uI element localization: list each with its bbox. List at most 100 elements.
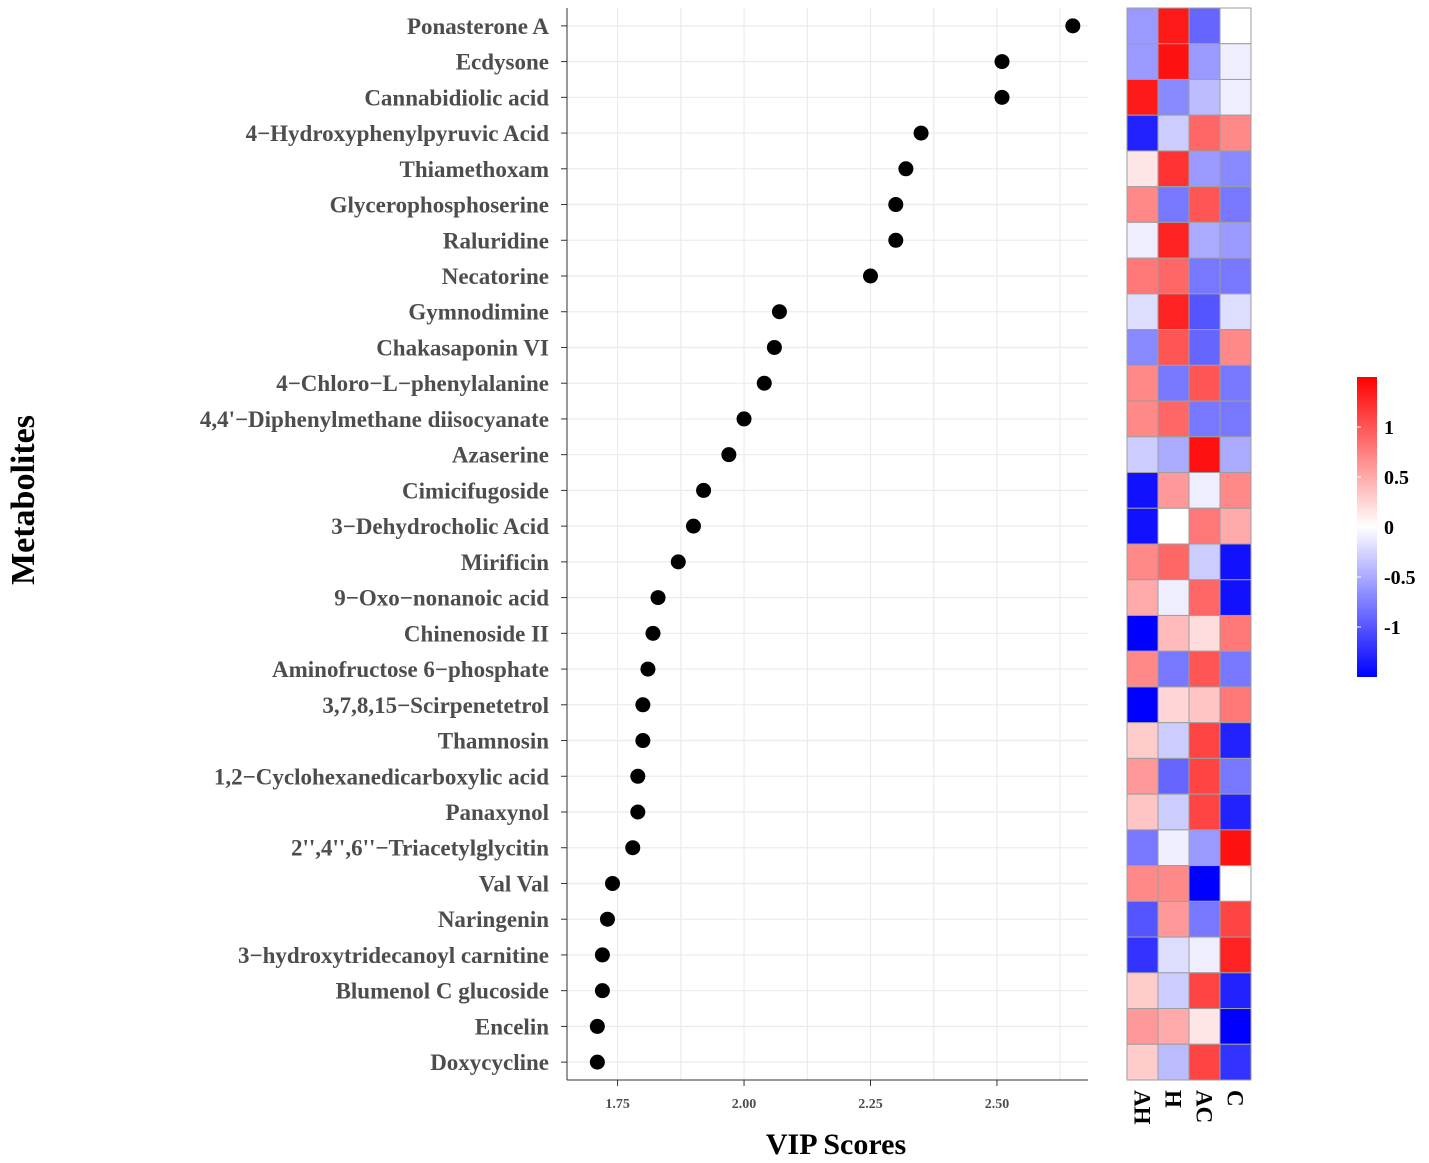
heatmap-cell bbox=[1219, 579, 1252, 616]
heatmap-cell bbox=[1157, 221, 1190, 259]
x-axis-ticks: 1.75 2.00 2.25 2.50 bbox=[605, 1080, 1009, 1112]
heatmap-cell bbox=[1126, 7, 1159, 45]
heatmap-cell bbox=[1188, 43, 1221, 80]
heatmap-cell bbox=[1219, 436, 1252, 474]
heatmap-cell bbox=[1126, 472, 1159, 509]
heatmap-cell bbox=[1188, 293, 1221, 331]
vip-scatter-panel: Ponasterone A Ecdysone Cannabidiolic acid 4… bbox=[5, 8, 1088, 1161]
color-legend-tick-label: 1 bbox=[1384, 417, 1394, 439]
heatmap-cell bbox=[1157, 1008, 1190, 1045]
heatmap-cell bbox=[1157, 614, 1190, 652]
heatmap-cell bbox=[1188, 579, 1221, 616]
metabolite-label: Cimicifugoside bbox=[402, 478, 549, 503]
metabolite-label: Aminofructose 6−phosphate bbox=[272, 657, 549, 682]
heatmap-cell bbox=[1188, 7, 1221, 45]
heatmap-cell bbox=[1188, 900, 1221, 938]
color-legend-tick-label: -0.5 bbox=[1384, 567, 1416, 589]
metabolite-label: 4−Chloro−L−phenylalanine bbox=[276, 371, 549, 396]
heatmap-cell bbox=[1188, 650, 1221, 688]
heatmap-cell bbox=[1219, 757, 1252, 795]
heatmap-cell bbox=[1126, 972, 1159, 1010]
vip-point bbox=[589, 1054, 605, 1070]
heatmap-cell bbox=[1126, 900, 1159, 938]
heatmap-cell bbox=[1188, 329, 1221, 366]
heatmap-cell bbox=[1188, 400, 1221, 438]
heatmap-cell bbox=[1188, 972, 1221, 1010]
heatmap-cell bbox=[1219, 543, 1252, 581]
heatmap-cell bbox=[1157, 579, 1190, 616]
color-legend-tick-label: 0.5 bbox=[1384, 467, 1409, 489]
vip-point bbox=[630, 768, 646, 784]
metabolite-label: Thiamethoxam bbox=[400, 157, 550, 182]
vip-point bbox=[599, 911, 615, 927]
vip-point bbox=[721, 447, 737, 463]
heatmap-cell bbox=[1126, 614, 1159, 652]
metabolite-label: Cannabidiolic acid bbox=[364, 85, 549, 110]
heatmap-cell bbox=[1157, 686, 1190, 724]
color-legend: 1 0.5 0 -0.5 -1 bbox=[1357, 377, 1416, 677]
heatmap-cell bbox=[1219, 257, 1252, 295]
heatmap-cell bbox=[1188, 614, 1221, 652]
vip-point bbox=[766, 339, 782, 355]
vip-point bbox=[756, 375, 772, 391]
metabolite-label: Necatorine bbox=[442, 264, 549, 289]
y-axis-title: Metabolites bbox=[5, 415, 42, 585]
heatmap-cell bbox=[1157, 400, 1190, 438]
heatmap-cell bbox=[1157, 722, 1190, 759]
metabolite-label: Gymnodimine bbox=[408, 300, 549, 325]
vip-point bbox=[589, 1018, 605, 1034]
metabolite-label: Naringenin bbox=[438, 907, 549, 932]
metabolite-label: 3−Dehydrocholic Acid bbox=[331, 514, 549, 539]
heatmap-cell bbox=[1219, 722, 1252, 759]
heatmap-cell bbox=[1157, 650, 1190, 688]
heatmap-cell bbox=[1219, 1008, 1252, 1045]
heatmap-cell bbox=[1188, 722, 1221, 759]
heatmap-cell bbox=[1188, 507, 1221, 545]
metabolite-label: Chakasaponin VI bbox=[376, 335, 549, 360]
heatmap-cell bbox=[1188, 114, 1221, 152]
heatmap-cell bbox=[1157, 829, 1190, 867]
heatmap-cell bbox=[1219, 293, 1252, 331]
heatmap-cell bbox=[1157, 472, 1190, 509]
metabolite-label: Ponasterone A bbox=[407, 14, 549, 39]
heatmap-cell bbox=[1157, 865, 1190, 902]
vip-point bbox=[594, 947, 610, 963]
heatmap-cell bbox=[1157, 257, 1190, 295]
heatmap-column-label: C bbox=[1223, 1090, 1248, 1107]
vip-point bbox=[635, 697, 651, 713]
vip-point bbox=[594, 983, 610, 999]
heatmap-cell bbox=[1188, 686, 1221, 724]
heatmap-cell bbox=[1157, 1043, 1190, 1081]
heatmap-cell bbox=[1126, 757, 1159, 795]
heatmap-cell bbox=[1219, 114, 1252, 152]
x-tick-label: 2.25 bbox=[858, 1097, 883, 1112]
heatmap-cell bbox=[1126, 579, 1159, 616]
heatmap-cell bbox=[1126, 722, 1159, 759]
vip-point bbox=[736, 411, 752, 427]
heatmap-cell bbox=[1126, 650, 1159, 688]
heatmap-cell bbox=[1126, 150, 1159, 188]
heatmap-cell bbox=[1126, 436, 1159, 474]
heatmap-cell bbox=[1126, 543, 1159, 581]
metabolite-label: 3,7,8,15−Scirpenetetrol bbox=[322, 693, 549, 718]
metabolite-label: 1,2−Cyclohexanedicarboxylic acid bbox=[214, 764, 549, 789]
heatmap-cell bbox=[1188, 257, 1221, 295]
metabolite-label: Panaxynol bbox=[445, 800, 549, 825]
heatmap-cell bbox=[1219, 150, 1252, 188]
heatmap-cell bbox=[1219, 829, 1252, 867]
heatmap-cell bbox=[1126, 364, 1159, 402]
vip-point bbox=[994, 89, 1010, 105]
x-tick-label: 1.75 bbox=[605, 1097, 630, 1112]
heatmap-cell bbox=[1188, 150, 1221, 188]
heatmap-cell bbox=[1188, 221, 1221, 259]
heatmap-cell bbox=[1157, 150, 1190, 188]
vip-point bbox=[605, 875, 621, 891]
metabolite-label: 4−Hydroxyphenylpyruvic Acid bbox=[246, 121, 550, 146]
metabolite-label: 3−hydroxytridecanoyl carnitine bbox=[238, 943, 549, 968]
vip-point bbox=[862, 268, 878, 284]
heatmap-cell bbox=[1126, 865, 1159, 902]
heatmap-cell bbox=[1219, 650, 1252, 688]
heatmap-cell bbox=[1157, 329, 1190, 366]
metabolite-label: Blumenol C glucoside bbox=[336, 979, 549, 1004]
